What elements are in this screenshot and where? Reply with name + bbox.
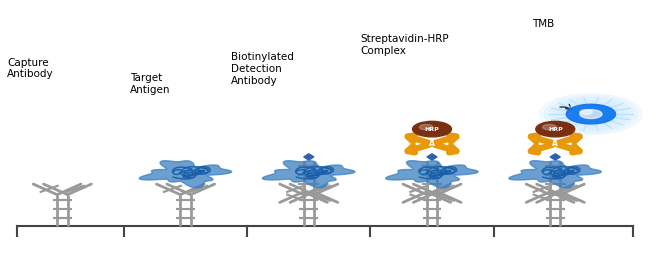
Polygon shape — [385, 161, 478, 188]
Polygon shape — [427, 154, 437, 160]
Text: TMB: TMB — [532, 19, 555, 29]
Text: Streptavidin-HRP
Complex: Streptavidin-HRP Complex — [361, 34, 449, 56]
Polygon shape — [509, 161, 601, 188]
Circle shape — [540, 94, 642, 134]
Circle shape — [413, 121, 452, 137]
Text: A: A — [552, 139, 558, 148]
Text: HRP: HRP — [424, 127, 439, 132]
Circle shape — [543, 125, 556, 130]
Text: Biotinylated
Detection
Antibody: Biotinylated Detection Antibody — [231, 53, 294, 86]
Circle shape — [580, 110, 592, 115]
Circle shape — [419, 125, 433, 130]
Polygon shape — [304, 154, 314, 160]
Polygon shape — [550, 154, 560, 160]
Circle shape — [580, 110, 602, 119]
Polygon shape — [263, 161, 355, 188]
Text: Capture
Antibody: Capture Antibody — [7, 57, 54, 79]
Circle shape — [566, 104, 616, 124]
Polygon shape — [139, 161, 231, 188]
Circle shape — [544, 95, 638, 133]
Circle shape — [536, 121, 575, 137]
Text: HRP: HRP — [548, 127, 563, 132]
Text: A: A — [429, 139, 435, 148]
Text: Target
Antigen: Target Antigen — [131, 73, 171, 95]
